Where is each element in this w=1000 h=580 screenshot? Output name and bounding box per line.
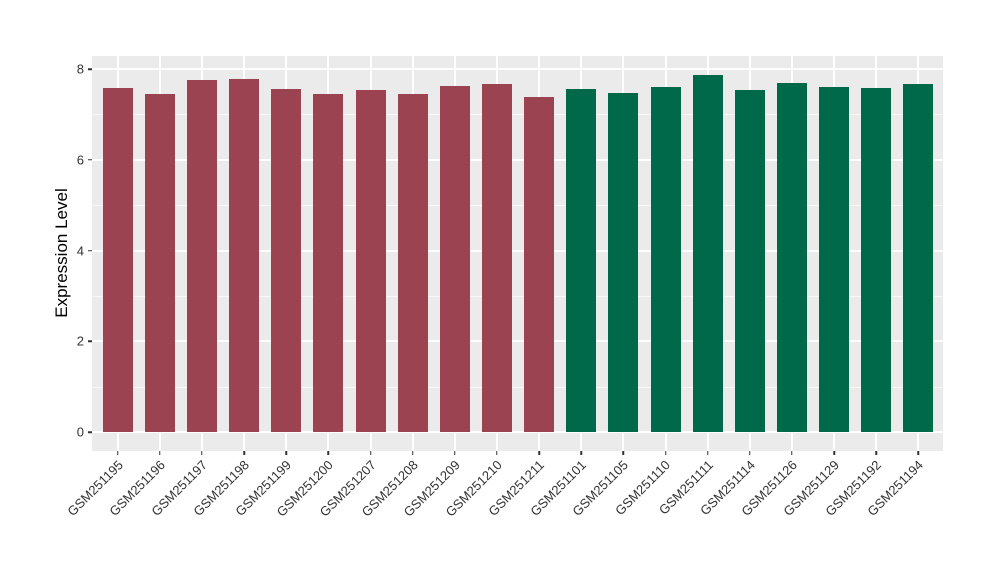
bar-GSM251211 — [524, 96, 555, 432]
x-tick-mark — [243, 451, 245, 455]
y-tick-label: 2 — [76, 333, 84, 349]
bar-GSM251111 — [692, 74, 723, 432]
bar-GSM251207 — [355, 89, 386, 432]
x-tick-mark — [159, 451, 161, 455]
x-tick-mark — [833, 451, 835, 455]
bar-GSM251210 — [481, 83, 512, 432]
bar-GSM251196 — [144, 94, 175, 432]
x-tick-mark — [580, 451, 582, 455]
gridline-major-horizontal — [92, 158, 943, 161]
x-tick-mark — [917, 451, 920, 455]
x-tick-mark — [622, 451, 625, 455]
gridline-major-horizontal — [92, 249, 943, 252]
bar-GSM251105 — [608, 93, 639, 432]
x-tick-mark — [749, 451, 751, 455]
gridline-minor-horizontal — [92, 205, 943, 207]
bar-GSM251126 — [776, 83, 807, 432]
bar-GSM251195 — [102, 87, 133, 432]
bar-GSM251208 — [397, 94, 428, 432]
gridline-major-horizontal — [92, 68, 943, 70]
bar-GSM251197 — [186, 79, 217, 432]
gridline-minor-horizontal — [92, 114, 943, 116]
y-tick-mark — [88, 68, 92, 70]
bar-GSM251101 — [566, 88, 597, 432]
x-tick-mark — [664, 451, 667, 455]
x-tick-mark — [116, 451, 119, 455]
y-tick-mark — [88, 159, 92, 161]
bar-GSM251200 — [313, 94, 344, 432]
bar-GSM251199 — [271, 88, 302, 432]
y-tick-mark — [88, 249, 92, 252]
bar-GSM251198 — [229, 78, 260, 432]
gridline-major-horizontal — [92, 340, 943, 343]
x-tick-mark — [706, 451, 709, 455]
bar-GSM251129 — [819, 86, 850, 432]
x-tick-mark — [875, 451, 877, 455]
x-tick-mark — [285, 451, 287, 455]
plot-panel — [92, 56, 943, 451]
x-tick-mark — [369, 451, 372, 455]
x-tick-mark — [327, 451, 330, 455]
gridline-major-horizontal — [92, 431, 943, 433]
y-tick-label: 4 — [76, 243, 84, 258]
x-tick-mark — [454, 451, 456, 455]
gridline-minor-horizontal — [92, 386, 943, 388]
bar-GSM251209 — [439, 85, 470, 432]
bar-GSM251194 — [903, 84, 934, 432]
y-tick-label: 6 — [76, 152, 84, 168]
y-tick-label: 0 — [76, 424, 84, 440]
x-tick-mark — [791, 451, 793, 455]
x-tick-mark — [496, 451, 498, 455]
x-tick-mark — [201, 451, 203, 455]
gridline-minor-horizontal — [92, 295, 943, 297]
bar-GSM251110 — [650, 86, 681, 432]
x-tick-mark — [411, 451, 414, 455]
bar-GSM251192 — [861, 88, 892, 432]
y-tick-mark — [88, 340, 92, 342]
y-tick-label: 8 — [76, 61, 84, 77]
x-tick-mark — [538, 451, 540, 455]
y-tick-mark — [88, 431, 92, 433]
bar-GSM251114 — [734, 89, 765, 432]
